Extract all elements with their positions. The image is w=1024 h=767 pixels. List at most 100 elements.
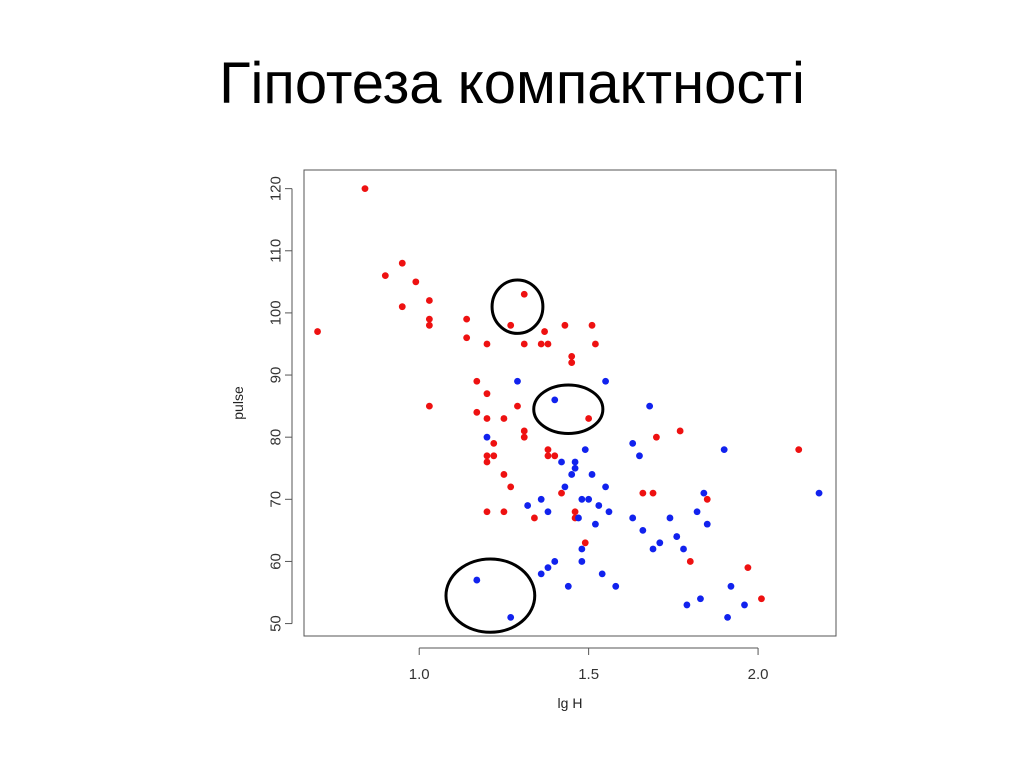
- data-point-blue: [703, 520, 711, 528]
- data-point-red: [544, 452, 552, 460]
- data-point-red: [463, 334, 471, 342]
- data-point-red: [581, 539, 589, 547]
- data-point-red: [398, 259, 406, 267]
- data-point-blue: [720, 446, 728, 453]
- data-point-red: [483, 508, 491, 516]
- data-point-red: [639, 489, 647, 497]
- annotation-ellipse: [532, 383, 605, 435]
- data-point-blue: [483, 433, 491, 441]
- data-point-red: [588, 321, 596, 329]
- data-point-red: [592, 340, 599, 348]
- x-axis-title: lg H: [558, 695, 583, 711]
- data-point-red: [425, 321, 433, 329]
- data-point-blue: [700, 489, 708, 497]
- x-tick-label: 1.0: [409, 666, 430, 683]
- data-point-red: [520, 427, 528, 435]
- y-tick-label: 110: [268, 239, 285, 263]
- data-point-blue: [649, 545, 657, 553]
- data-point-red: [398, 303, 406, 311]
- annotations: [444, 278, 605, 634]
- data-point-red: [381, 272, 389, 280]
- data-point-blue: [592, 520, 599, 528]
- data-point-blue: [544, 508, 552, 516]
- data-point-red: [412, 278, 420, 286]
- data-point-red: [571, 508, 579, 516]
- data-point-blue: [551, 558, 559, 565]
- data-point-red: [483, 390, 491, 398]
- data-point-red: [483, 452, 491, 460]
- data-point-blue: [507, 613, 515, 621]
- y-tick-label: 80: [268, 429, 285, 446]
- data-point-blue: [605, 508, 613, 516]
- data-point-red: [514, 402, 521, 410]
- data-point-blue: [585, 495, 593, 503]
- data-point-red: [653, 433, 660, 441]
- x-tick-label: 1.5: [578, 666, 599, 683]
- data-point-red: [500, 508, 508, 516]
- data-point-red: [425, 315, 433, 323]
- data-point-red: [537, 340, 545, 348]
- y-tick-label: 60: [268, 553, 285, 570]
- y-axis-title: pulse: [230, 386, 246, 420]
- annotation-ellipse: [490, 278, 545, 335]
- data-point-blue: [571, 458, 579, 466]
- plot-frame: [303, 169, 837, 637]
- data-point-red: [561, 321, 569, 329]
- data-point-red: [314, 328, 321, 335]
- data-point-blue: [673, 533, 681, 540]
- data-point-blue: [551, 396, 559, 404]
- data-point-blue: [595, 502, 603, 509]
- data-point-blue: [578, 495, 586, 503]
- y-tick-label: 100: [268, 300, 285, 325]
- data-point-blue: [544, 564, 552, 572]
- data-points: [314, 185, 823, 621]
- data-point-blue: [602, 377, 609, 385]
- data-point-blue: [697, 595, 704, 603]
- data-point-blue: [629, 514, 637, 522]
- data-point-red: [703, 495, 711, 503]
- data-point-red: [500, 471, 508, 478]
- data-point-blue: [724, 613, 731, 621]
- y-tick-label: 70: [268, 491, 285, 508]
- data-point-blue: [564, 582, 572, 590]
- data-point-red: [473, 408, 481, 416]
- data-point-blue: [629, 439, 637, 447]
- data-point-blue: [558, 458, 565, 466]
- data-point-red: [361, 185, 369, 193]
- data-point-red: [558, 489, 565, 497]
- y-tick-label: 120: [268, 176, 285, 201]
- data-point-red: [483, 415, 491, 422]
- data-point-red: [676, 427, 684, 435]
- data-point-red: [473, 377, 481, 385]
- data-point-red: [551, 452, 559, 460]
- data-point-red: [490, 439, 498, 447]
- data-point-blue: [578, 545, 586, 553]
- data-point-red: [520, 290, 528, 298]
- data-point-red: [568, 353, 576, 360]
- data-point-red: [649, 489, 657, 497]
- data-point-blue: [473, 576, 481, 584]
- data-point-red: [483, 458, 491, 466]
- data-point-blue: [588, 471, 596, 478]
- data-point-blue: [514, 377, 521, 385]
- data-point-blue: [680, 545, 687, 553]
- data-point-blue: [561, 483, 569, 491]
- data-point-red: [490, 452, 498, 460]
- data-point-red: [541, 328, 548, 335]
- data-point-red: [686, 558, 694, 565]
- data-point-red: [483, 340, 491, 348]
- data-point-blue: [575, 514, 582, 522]
- y-tick-label: 90: [268, 367, 285, 384]
- data-point-red: [500, 415, 508, 422]
- data-point-red: [544, 340, 552, 348]
- annotation-ellipse: [444, 557, 537, 634]
- data-point-red: [520, 433, 528, 441]
- data-point-blue: [598, 570, 606, 578]
- data-point-blue: [537, 495, 545, 503]
- data-point-blue: [571, 464, 579, 472]
- y-tick-label: 50: [268, 615, 285, 632]
- axes: 1.0 1.5 2.0 50 60 70 80 90 100 110 120 lg H pulse: [230, 176, 768, 711]
- data-point-red: [507, 321, 515, 329]
- data-point-blue: [683, 601, 691, 609]
